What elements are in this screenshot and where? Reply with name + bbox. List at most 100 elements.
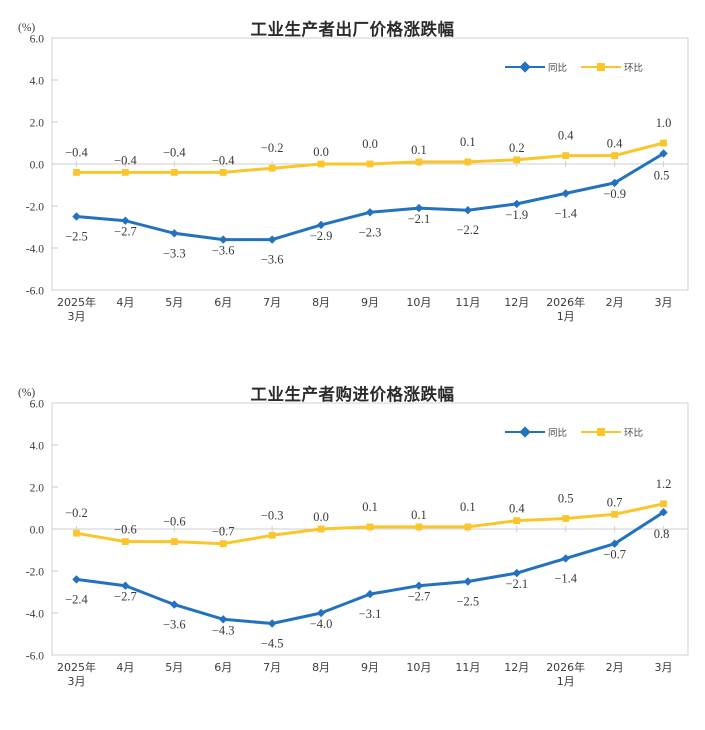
data-point-marker — [660, 500, 667, 508]
data-point-marker — [513, 156, 521, 164]
data-point-label: −3.6 — [261, 253, 284, 267]
data-point-marker — [611, 152, 619, 159]
data-point-label: −2.1 — [505, 577, 528, 591]
data-point-label: −2.5 — [65, 230, 88, 244]
data-point-marker — [660, 139, 667, 147]
data-point-marker — [659, 149, 668, 158]
legend-item-huanbi[interactable]: 环比 — [581, 425, 643, 439]
data-point-marker — [73, 169, 80, 176]
data-point-label: 0.2 — [509, 141, 525, 155]
data-point-label: −3.1 — [359, 607, 382, 621]
legend-label-huanbi: 环比 — [624, 428, 644, 439]
data-point-label: 1.0 — [656, 116, 672, 130]
chart-title: 工业生产者购进价格涨跌幅 — [250, 385, 455, 404]
data-point-marker — [512, 568, 521, 578]
x-axis-tick-label: 9月 — [361, 296, 379, 309]
data-point-label: −2.7 — [408, 590, 431, 604]
data-point-marker — [268, 531, 276, 539]
data-point-label: −0.7 — [212, 525, 235, 539]
data-point-marker — [317, 160, 325, 168]
data-point-marker — [415, 523, 423, 531]
x-axis-tick-label: 6月 — [214, 296, 232, 309]
x-axis-tick-label: 5月 — [165, 296, 183, 309]
y-axis-tick-label: 6.0 — [30, 399, 45, 411]
data-point-marker — [611, 510, 619, 518]
data-point-label: −2.2 — [457, 223, 480, 237]
x-axis-tick-label: 5月 — [165, 661, 183, 674]
legend-item-tongbi[interactable]: 同比 — [505, 60, 567, 74]
x-axis-tick-label: 2月 — [606, 296, 624, 309]
x-axis-tick-label: 2026年 — [546, 295, 585, 309]
data-point-label: −0.6 — [114, 523, 137, 537]
data-point-label: 0.7 — [607, 495, 623, 509]
data-point-marker — [121, 169, 129, 176]
x-axis-tick-label: 1月 — [557, 310, 575, 323]
chart-title: 工业生产者出厂价格涨跌幅 — [250, 20, 455, 39]
legend-item-tongbi[interactable]: 同比 — [505, 425, 567, 439]
data-point-label: 0.1 — [411, 508, 427, 522]
x-axis-tick-label: 1月 — [557, 675, 575, 688]
data-point-marker — [562, 152, 570, 159]
legend-label-tongbi: 同比 — [548, 428, 568, 439]
legend-line-diamond-icon — [505, 426, 545, 438]
data-point-label: −0.3 — [261, 508, 284, 522]
data-point-label: −4.0 — [310, 617, 333, 631]
data-point-label: −2.7 — [114, 590, 137, 604]
data-point-label: 0.4 — [607, 137, 623, 151]
data-point-marker — [267, 619, 277, 628]
data-point-marker — [170, 538, 178, 545]
data-point-marker — [464, 158, 472, 166]
data-point-label: 0.4 — [558, 129, 574, 143]
data-point-label: 0.8 — [654, 527, 670, 541]
data-point-marker — [365, 589, 375, 599]
data-point-label: 0.0 — [313, 145, 329, 159]
data-point-marker — [219, 540, 227, 548]
data-point-label: −0.4 — [163, 145, 186, 159]
x-axis-tick-label: 6月 — [214, 661, 232, 674]
data-point-label: −3.6 — [212, 244, 235, 258]
y-axis-tick-label: 0.0 — [30, 525, 45, 537]
data-point-marker — [170, 229, 179, 238]
x-axis-tick-label: 4月 — [116, 296, 134, 309]
data-point-marker — [72, 575, 81, 584]
legend-line-square-icon — [581, 427, 622, 437]
data-point-marker — [463, 206, 473, 215]
x-axis-tick-label: 3月 — [655, 661, 673, 674]
data-point-label: −0.4 — [212, 153, 235, 167]
data-point-marker — [170, 600, 179, 609]
data-point-marker — [316, 608, 326, 618]
chart-ppi-factory-gate: 工业生产者出厂价格涨跌幅 (%) 同比 环比 6.0 4.0 2.0 0.0 -2.0 -… — [18, 20, 689, 323]
x-axis-tick-label: 2月 — [606, 661, 624, 674]
chart-ppi-purchase: 工业生产者购进价格涨跌幅 (%) 同比 环比 6.0 4.0 2.0 0.0 -2.0 -… — [0, 365, 705, 730]
legend-item-huanbi[interactable]: 环比 — [581, 60, 643, 74]
data-point-label: 0.1 — [460, 135, 476, 149]
x-axis-tick-label: 7月 — [263, 661, 281, 674]
data-point-label: 0.5 — [654, 169, 670, 183]
data-point-label: −2.1 — [408, 212, 431, 226]
data-point-marker — [121, 538, 129, 545]
x-axis-tick-label: 3月 — [67, 310, 85, 323]
data-point-marker — [73, 529, 80, 537]
y-axis-tick-label: 4.0 — [30, 76, 45, 88]
data-point-label: −2.3 — [359, 225, 382, 239]
data-point-marker — [610, 178, 619, 188]
x-axis-tick-label: 11月 — [455, 661, 480, 674]
x-axis-tick-label: 11月 — [455, 296, 480, 309]
data-point-marker — [121, 216, 130, 225]
data-point-label: 0.1 — [411, 143, 427, 157]
data-point-label: 0.4 — [509, 502, 525, 516]
data-point-label: −0.2 — [65, 506, 88, 520]
data-point-label: −0.4 — [65, 145, 88, 159]
x-axis-tick-label: 12月 — [504, 661, 529, 674]
x-axis-tick-label: 3月 — [655, 296, 673, 309]
y-axis-tick-label: 2.0 — [30, 118, 45, 130]
data-point-marker — [562, 515, 570, 522]
y-axis-unit-label: (%) — [18, 387, 36, 399]
data-point-marker — [561, 189, 570, 198]
y-axis-tick-label: 0.0 — [30, 160, 45, 172]
data-point-marker — [512, 199, 521, 209]
legend-label-tongbi: 同比 — [548, 63, 568, 74]
y-axis-tick-label: 6.0 — [30, 34, 45, 46]
